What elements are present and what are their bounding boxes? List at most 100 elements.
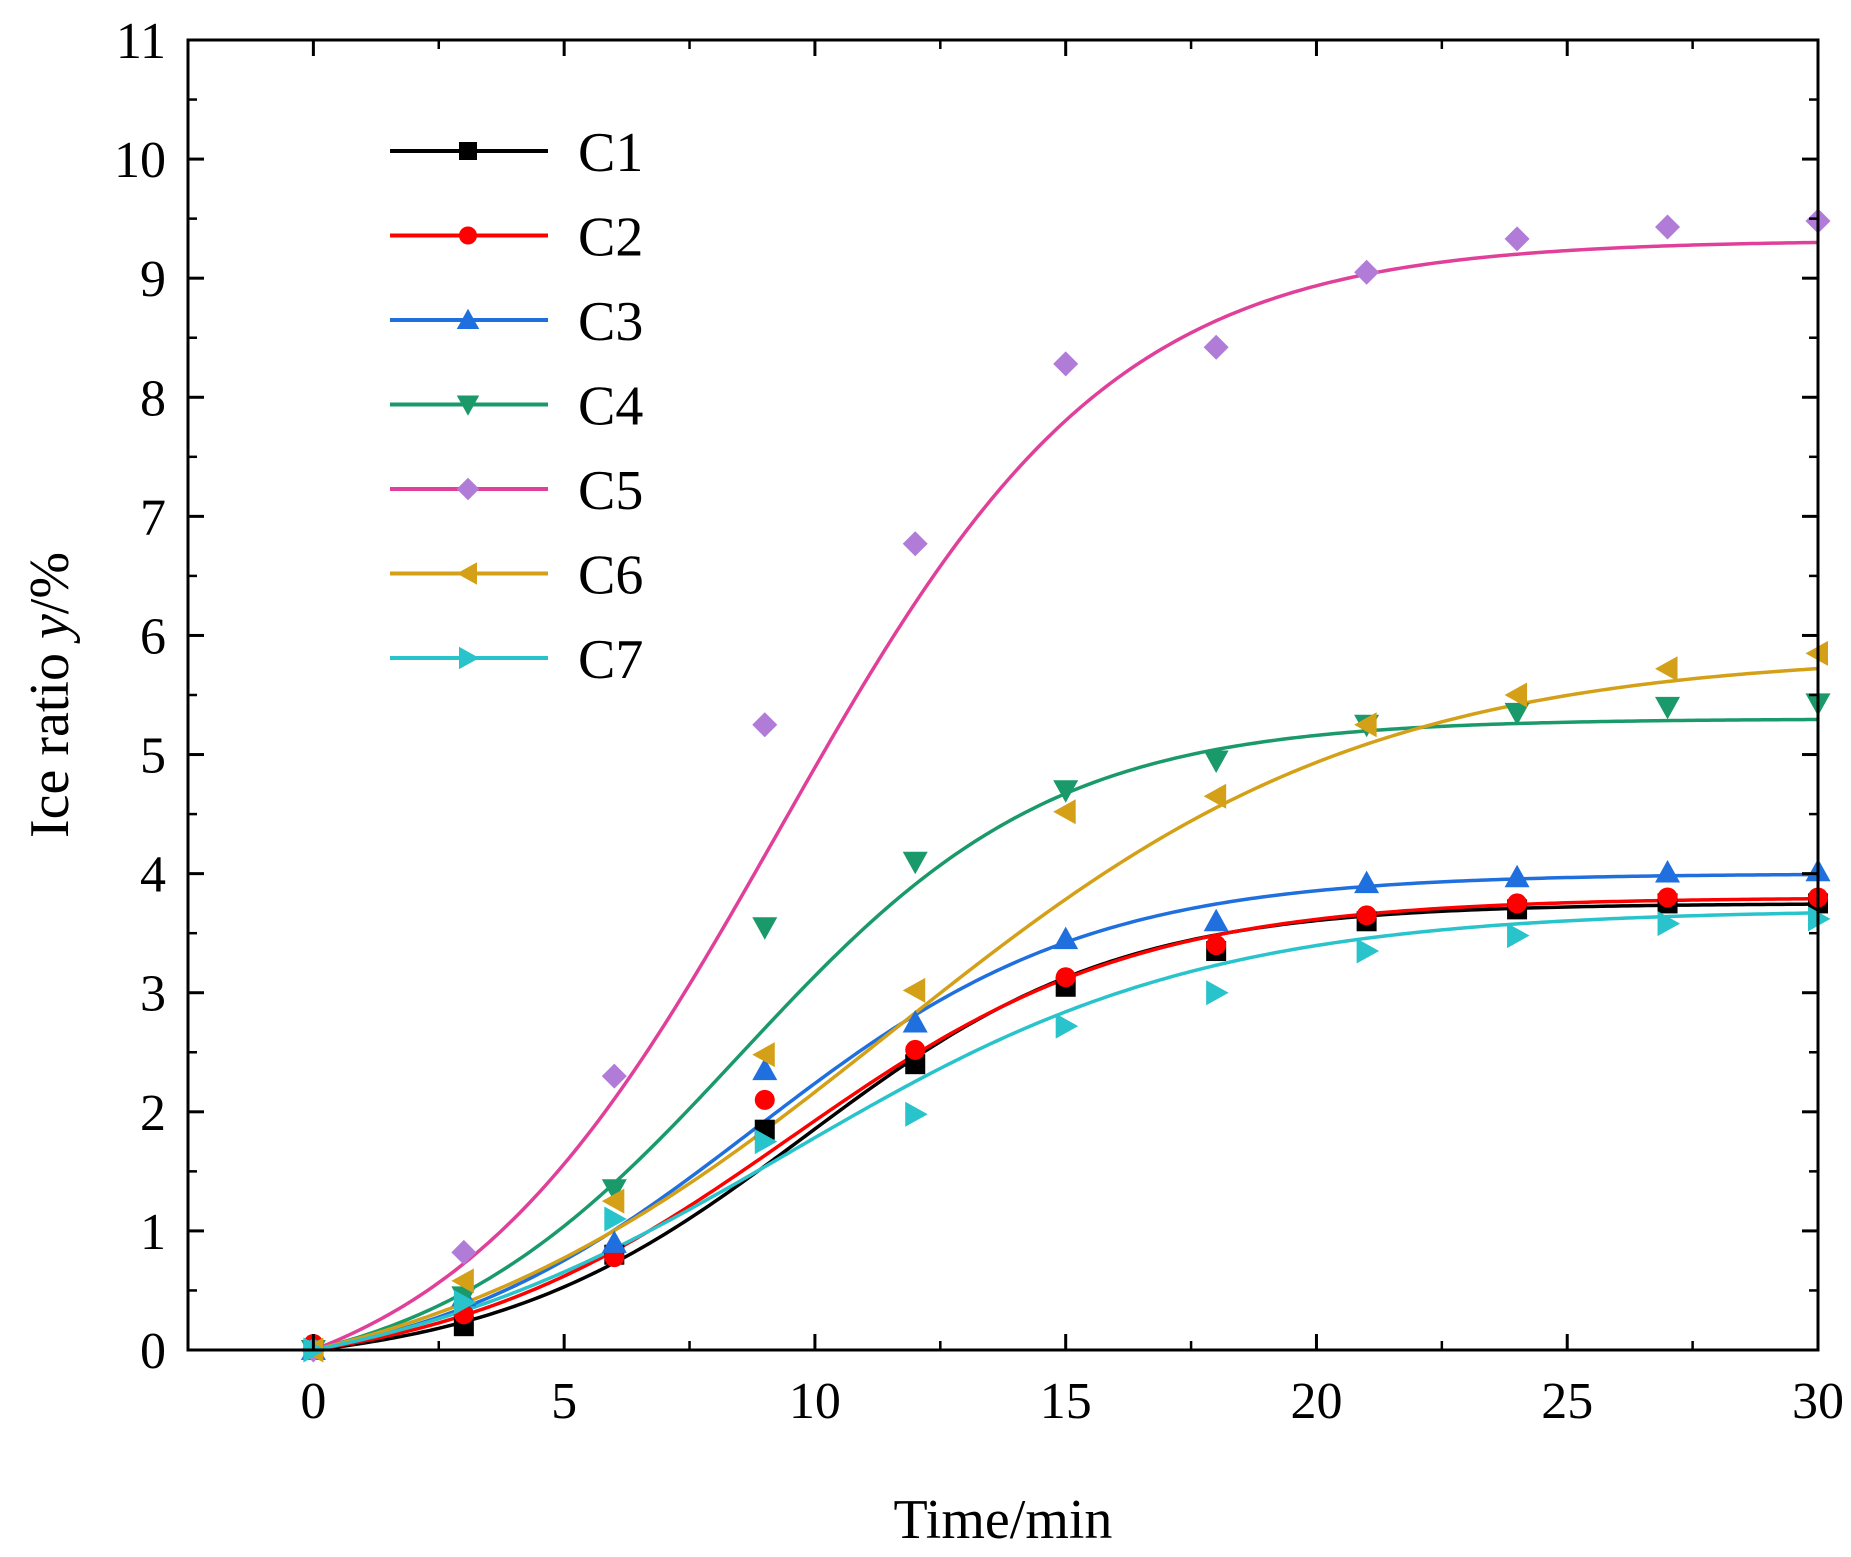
marker-c5 bbox=[1504, 226, 1530, 252]
marker-c4 bbox=[1203, 750, 1229, 773]
marker-c4 bbox=[752, 917, 778, 940]
marker-c6 bbox=[902, 977, 926, 1003]
marker-c5 bbox=[1655, 214, 1681, 240]
legend-item-c1: C1 bbox=[390, 122, 643, 184]
marker-c3 bbox=[1053, 926, 1079, 950]
marker-c3 bbox=[1504, 864, 1530, 888]
marker-c7 bbox=[1055, 1013, 1079, 1039]
marker-c3 bbox=[1655, 859, 1681, 883]
y-tick-label: 9 bbox=[140, 251, 166, 308]
x-tick-label: 20 bbox=[1290, 1373, 1342, 1430]
marker-c4 bbox=[1655, 696, 1681, 720]
x-tick-label: 15 bbox=[1040, 1373, 1092, 1430]
legend-item-c5: C5 bbox=[390, 460, 643, 522]
marker-c7 bbox=[754, 1129, 778, 1155]
y-tick-label: 8 bbox=[140, 370, 166, 427]
marker-c5 bbox=[451, 1239, 477, 1265]
legend-marker bbox=[456, 562, 477, 585]
marker-c5 bbox=[1203, 334, 1229, 360]
marker-c6 bbox=[1203, 783, 1227, 809]
marker-c5 bbox=[1354, 259, 1380, 285]
marker-c6 bbox=[1504, 682, 1528, 708]
legend-marker bbox=[459, 226, 477, 245]
marker-c3 bbox=[1354, 870, 1380, 894]
marker-c2 bbox=[1507, 893, 1528, 914]
marker-c4 bbox=[601, 1179, 627, 1202]
legend-label: C1 bbox=[578, 122, 643, 184]
marker-c7 bbox=[453, 1289, 477, 1315]
marker-c7 bbox=[1206, 980, 1229, 1006]
marker-c4 bbox=[1053, 780, 1079, 803]
fit-curve-c6 bbox=[312, 666, 1818, 1350]
legend-item-c3: C3 bbox=[390, 291, 643, 353]
marker-c2 bbox=[1206, 935, 1227, 956]
legend-label: C2 bbox=[578, 207, 643, 269]
x-axis-title: Time/min bbox=[894, 1489, 1113, 1551]
legend-label: C3 bbox=[578, 291, 643, 353]
x-tick-label: 5 bbox=[551, 1373, 577, 1430]
x-tick-label: 30 bbox=[1792, 1373, 1844, 1430]
marker-c7 bbox=[604, 1206, 627, 1232]
y-tick-label: 7 bbox=[140, 489, 166, 546]
marker-c7 bbox=[1507, 923, 1530, 949]
marker-c2 bbox=[1055, 967, 1076, 988]
marker-c3 bbox=[601, 1230, 627, 1253]
legend-item-c2: C2 bbox=[390, 207, 643, 269]
y-axis-title-variable: y bbox=[19, 614, 81, 644]
marker-c3 bbox=[752, 1057, 778, 1081]
y-tick-label: 4 bbox=[140, 847, 166, 904]
x-tick-label: 10 bbox=[789, 1373, 841, 1430]
y-axis-title-suffix: /% bbox=[19, 552, 81, 614]
fit-curve-c5 bbox=[312, 240, 1818, 1350]
marker-c3 bbox=[902, 1010, 928, 1033]
y-tick-label: 1 bbox=[140, 1204, 166, 1261]
legend-marker bbox=[456, 308, 480, 329]
legend-marker bbox=[456, 477, 480, 501]
marker-c7 bbox=[905, 1101, 928, 1127]
marker-c7 bbox=[1657, 911, 1681, 937]
marker-c6 bbox=[752, 1042, 775, 1068]
axis-ticks bbox=[186, 38, 1820, 1352]
legend-label: C4 bbox=[578, 376, 643, 438]
marker-c2 bbox=[1356, 905, 1377, 926]
y-axis-title: Ice ratio y/% bbox=[19, 552, 81, 838]
legend-item-c7: C7 bbox=[390, 629, 643, 691]
marker-c7 bbox=[1356, 938, 1380, 964]
legend-label: C7 bbox=[578, 629, 643, 691]
marker-c6 bbox=[1354, 712, 1377, 738]
legend-marker bbox=[456, 395, 480, 416]
legend-item-c4: C4 bbox=[390, 376, 643, 438]
marker-c5 bbox=[752, 712, 778, 738]
marker-c6 bbox=[451, 1268, 474, 1294]
marker-c5 bbox=[902, 531, 928, 557]
x-tick-label: 0 bbox=[300, 1373, 326, 1430]
y-tick-label: 11 bbox=[116, 13, 166, 70]
y-tick-label: 10 bbox=[114, 132, 166, 189]
y-axis-title-prefix: Ice ratio bbox=[19, 639, 81, 838]
legend-label: C6 bbox=[578, 545, 643, 607]
legend-marker bbox=[459, 142, 477, 160]
marker-c4 bbox=[902, 851, 928, 875]
marker-c3 bbox=[1203, 908, 1229, 932]
marker-c1 bbox=[905, 1054, 926, 1075]
legend-item-c6: C6 bbox=[390, 545, 643, 607]
x-tick-label: 25 bbox=[1541, 1373, 1593, 1430]
legend-label: C5 bbox=[578, 460, 643, 522]
fit-curve-c7 bbox=[313, 911, 1818, 1350]
legend-marker bbox=[459, 646, 480, 670]
y-tick-label: 5 bbox=[140, 728, 166, 785]
marker-c6 bbox=[601, 1188, 625, 1214]
marker-c4 bbox=[1504, 702, 1530, 726]
y-tick-label: 0 bbox=[140, 1323, 166, 1380]
legend: C1 C2 C3 C4 C5 C6 C7 bbox=[390, 122, 643, 691]
marker-c2 bbox=[1657, 887, 1678, 908]
marker-c6 bbox=[1053, 799, 1076, 825]
marker-c2 bbox=[754, 1089, 775, 1110]
marker-c5 bbox=[601, 1063, 627, 1089]
axis-tick-labels: 0 5 10 15 20 25 30 0 1 2 3 4 5 6 7 8 9 10 11 bbox=[114, 13, 1844, 1430]
data-markers bbox=[300, 208, 1831, 1363]
y-tick-label: 3 bbox=[140, 966, 166, 1023]
y-tick-label: 2 bbox=[140, 1085, 166, 1142]
marker-c6 bbox=[1655, 656, 1678, 682]
